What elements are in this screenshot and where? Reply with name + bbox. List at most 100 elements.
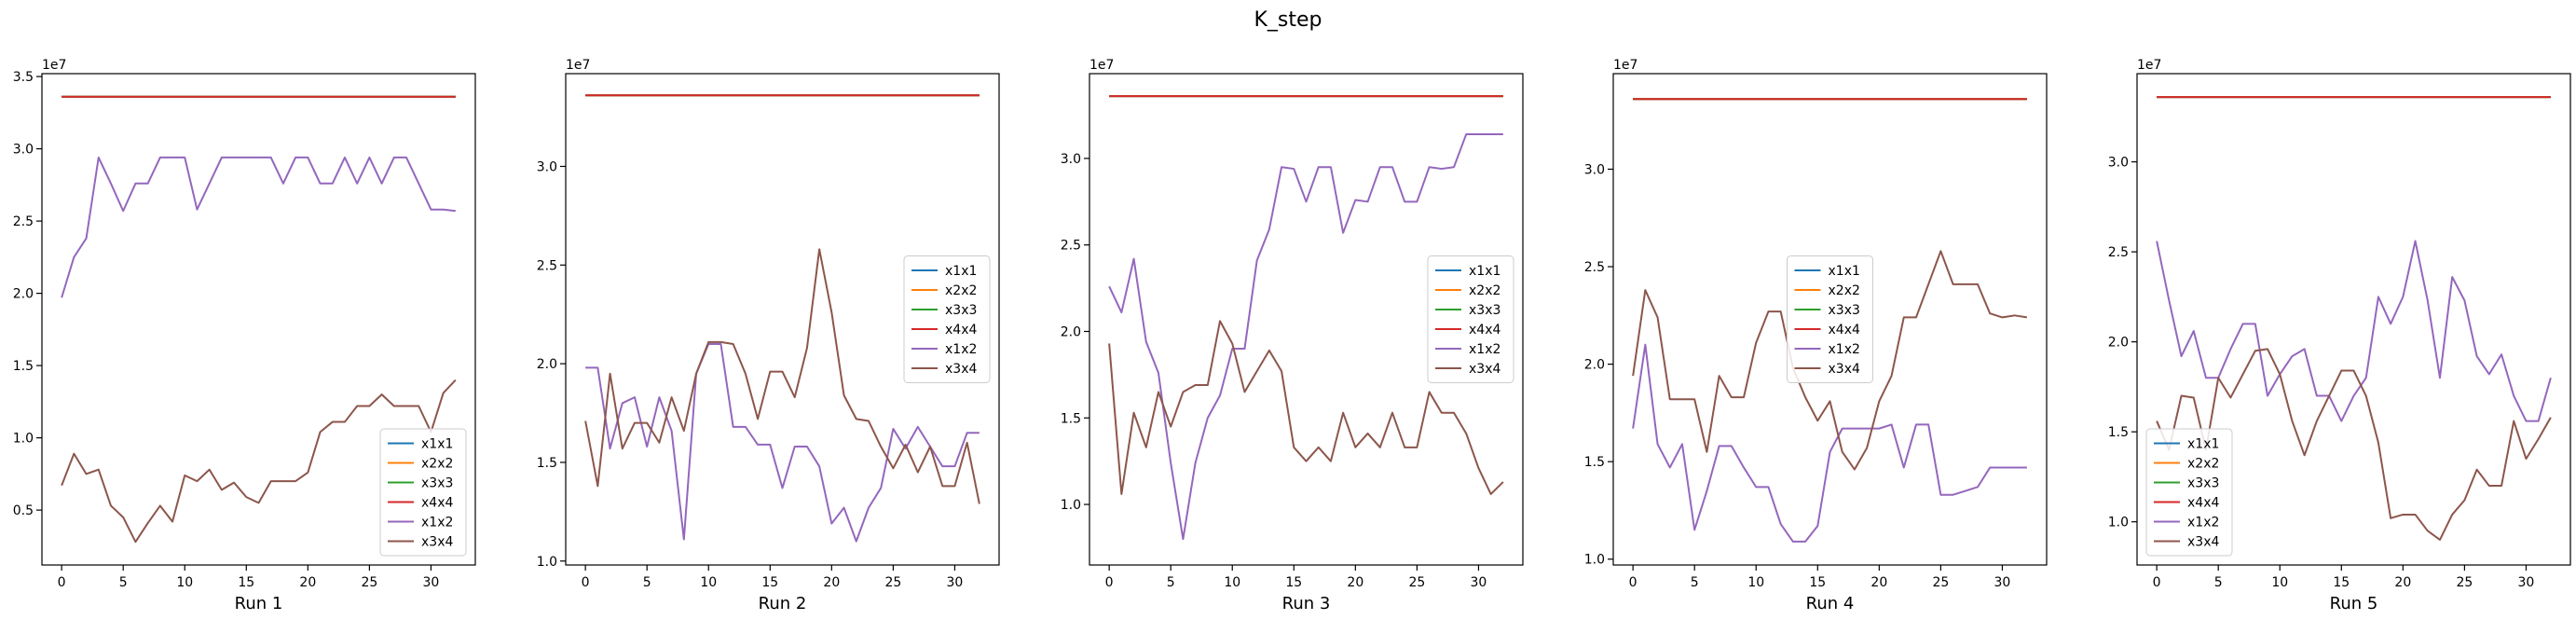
legend-label-x1x2: x1x2 <box>2187 516 2219 530</box>
legend-label-x1x2: x1x2 <box>1469 342 1500 357</box>
x-tick-label: 25 <box>361 575 377 590</box>
subplot-run-1: 0 5 10 15 20 25 30 0.5 1.0 1.5 2.0 2.5 3.0 3.5 1e7 Run … <box>13 58 476 613</box>
x-tick-label: 15 <box>238 575 254 590</box>
x-tick-label: 0 <box>58 575 66 590</box>
legend-label-x2x2: x2x2 <box>1469 283 1500 298</box>
legend-label-x1x1: x1x1 <box>1829 264 1860 279</box>
x-tick-label: 0 <box>2153 575 2161 590</box>
x-tick-label: 25 <box>1408 575 1425 590</box>
legend-label-x3x3: x3x3 <box>1469 303 1500 318</box>
y-tick-label: 3.0 <box>1061 152 1081 167</box>
legend-label-x1x2: x1x2 <box>1829 342 1860 357</box>
x-axis-label: Run 2 <box>759 594 807 613</box>
y-tick-label: 1.0 <box>2108 516 2129 530</box>
y-tick-label: 3.0 <box>2108 156 2129 171</box>
legend: x1x1 x2x2 x3x3 x4x4 x1x2 x3x4 <box>1787 255 1873 383</box>
x-tick-label: 30 <box>423 575 440 590</box>
axes-frame <box>2136 73 2571 566</box>
legend-label-x1x1: x1x1 <box>2187 437 2219 452</box>
y-tick-label: 0.5 <box>13 503 34 518</box>
x-tick-label: 30 <box>2518 575 2535 590</box>
y-tick-label: 1.5 <box>537 456 557 471</box>
figure-suptitle: K_step <box>1254 8 1322 32</box>
x-tick-label: 15 <box>1285 575 1302 590</box>
legend-label-x3x4: x3x4 <box>1829 362 1860 377</box>
y-offset-text: 1e7 <box>42 58 66 73</box>
x-tick-label: 10 <box>2271 575 2288 590</box>
legend: x1x1 x2x2 x3x3 x4x4 x1x2 x3x4 <box>1427 255 1514 383</box>
x-tick-label: 10 <box>700 575 717 590</box>
axes-frame <box>1612 73 2048 566</box>
legend-label-x3x3: x3x3 <box>945 303 977 318</box>
legend-label-x2x2: x2x2 <box>1829 283 1860 298</box>
legend-label-x3x4: x3x4 <box>2187 535 2219 550</box>
series-line-x3x4 <box>1108 320 1504 495</box>
legend-label-x1x2: x1x2 <box>945 342 977 357</box>
legend-label-x2x2: x2x2 <box>945 283 977 298</box>
y-tick-label: 2.5 <box>2108 245 2129 260</box>
y-tick-label: 3.5 <box>13 70 34 85</box>
legend-label-x4x4: x4x4 <box>945 323 977 338</box>
x-tick-label: 20 <box>823 575 840 590</box>
y-tick-label: 2.5 <box>13 214 34 229</box>
x-tick-label: 0 <box>582 575 590 590</box>
legend-label-x2x2: x2x2 <box>421 457 453 472</box>
y-tick-label: 1.0 <box>13 432 34 447</box>
x-tick-label: 30 <box>1994 575 2011 590</box>
x-tick-label: 20 <box>1347 575 1363 590</box>
y-tick-label: 3.0 <box>13 143 34 158</box>
x-tick-label: 25 <box>2456 575 2473 590</box>
y-tick-label: 2.5 <box>1584 260 1605 275</box>
legend-label-x3x4: x3x4 <box>421 535 453 550</box>
y-tick-label: 1.0 <box>1061 498 1081 513</box>
x-tick-label: 20 <box>299 575 316 590</box>
axes-frame <box>1089 73 1524 566</box>
y-tick-label: 2.0 <box>2108 336 2129 351</box>
legend-label-x1x2: x1x2 <box>421 516 453 530</box>
legend-box <box>1427 255 1514 383</box>
legend-box <box>2145 428 2233 557</box>
x-tick-label: 20 <box>2394 575 2411 590</box>
x-tick-label: 0 <box>1629 575 1637 590</box>
y-tick-label: 1.5 <box>1061 411 1081 426</box>
axes-frame <box>41 73 476 566</box>
x-tick-label: 0 <box>1105 575 1114 590</box>
x-tick-label: 15 <box>1809 575 1826 590</box>
x-tick-label: 10 <box>1747 575 1764 590</box>
series-line-x1x2 <box>61 156 456 298</box>
x-tick-label: 10 <box>176 575 193 590</box>
legend-label-x1x1: x1x1 <box>1469 264 1500 279</box>
legend: x1x1 x2x2 x3x3 x4x4 x1x2 x3x4 <box>903 255 991 383</box>
legend-label-x4x4: x4x4 <box>2187 496 2219 511</box>
series-line-x3x4 <box>584 248 980 504</box>
legend-label-x1x1: x1x1 <box>945 264 977 279</box>
x-tick-label: 5 <box>119 575 128 590</box>
y-tick-label: 1.0 <box>537 555 557 570</box>
x-axis-label: Run 3 <box>1282 594 1331 613</box>
y-tick-label: 2.5 <box>1061 239 1081 254</box>
x-tick-label: 20 <box>1870 575 1887 590</box>
x-tick-label: 30 <box>947 575 964 590</box>
x-axis-label: Run 1 <box>235 594 283 613</box>
series-line-x1x2 <box>1108 132 1503 541</box>
legend: x1x1 x2x2 x3x3 x4x4 x1x2 x3x4 <box>379 428 467 557</box>
series-line-x3x4 <box>61 379 457 544</box>
series-line-x1x2 <box>2156 240 2552 422</box>
series-line-x3x4 <box>2156 348 2552 541</box>
series-line-x3x4 <box>1632 250 2028 471</box>
legend-label-x3x4: x3x4 <box>945 362 977 377</box>
legend-label-x1x1: x1x1 <box>421 437 453 452</box>
y-offset-text: 1e7 <box>1613 58 1637 73</box>
y-tick-label: 2.0 <box>1584 358 1605 373</box>
x-axis-label: Run 4 <box>1806 594 1855 613</box>
x-tick-label: 15 <box>2333 575 2350 590</box>
y-tick-label: 1.0 <box>1584 553 1605 568</box>
legend-box <box>379 428 467 557</box>
y-offset-text: 1e7 <box>2137 58 2161 73</box>
x-tick-label: 10 <box>1224 575 1240 590</box>
legend-box <box>1787 255 1873 383</box>
legend-label-x3x3: x3x3 <box>1829 303 1860 318</box>
